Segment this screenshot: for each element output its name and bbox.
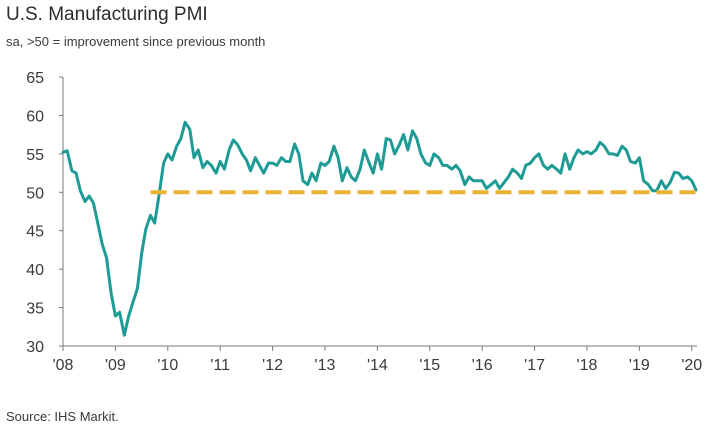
y-tick-label: 55 [26,147,44,164]
y-tick-label: 35 [26,301,44,318]
x-tick-label: '11 [210,357,230,374]
y-tick-label: 45 [26,224,44,241]
x-tick-label: '18 [577,357,598,374]
pmi-series-line [61,120,698,337]
x-tick-label: '14 [367,357,388,374]
x-tick-label: '19 [629,357,650,374]
chart-subtitle: sa, >50 = improvement since previous mon… [6,34,266,49]
y-tick-label: 30 [26,339,44,356]
source-note: Source: IHS Markit. [6,409,119,424]
x-tick-label: '13 [315,357,336,374]
x-tick-label: '10 [157,357,178,374]
y-tick-label: 60 [26,108,44,125]
x-tick-label: '12 [262,357,283,374]
y-tick-label: 50 [26,185,44,202]
x-tick-label: '17 [524,357,545,374]
y-tick-label: 65 [26,70,44,87]
x-tick-label: '20 [681,357,702,374]
x-tick-label: '09 [105,357,126,374]
x-tick-label: '16 [472,357,493,374]
chart-title: U.S. Manufacturing PMI [6,4,208,25]
chart-axes: 30 35 40 45 50 55 60 65 '08 '09 '10 '11 '12 '13 '14 '15… [26,70,702,374]
x-tick-label: '08 [53,357,74,374]
chart-series [61,120,698,337]
x-tick-label: '15 [419,357,440,374]
y-tick-label: 40 [26,262,44,279]
